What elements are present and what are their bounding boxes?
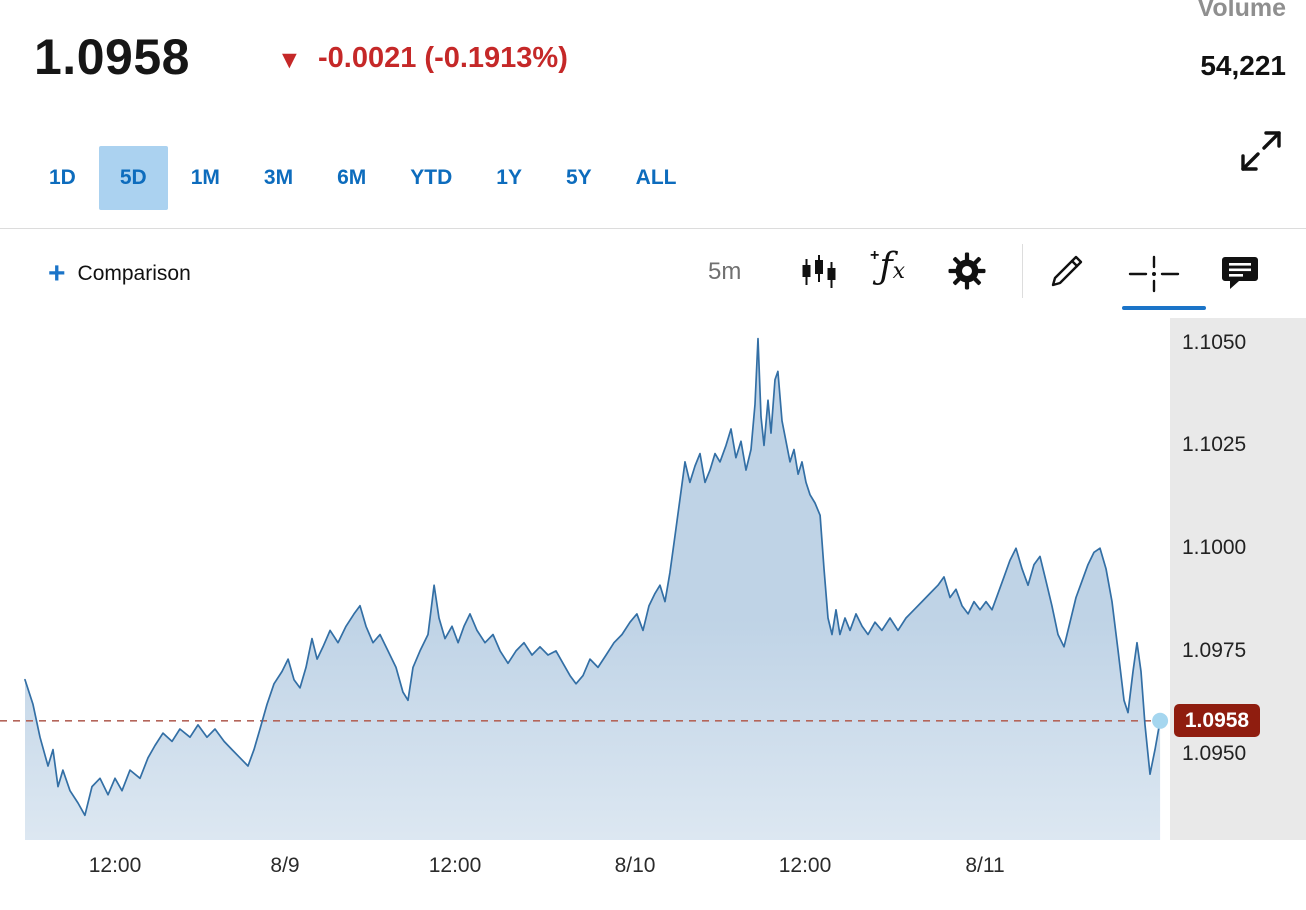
draw-pencil-icon[interactable] [1046, 250, 1088, 292]
y-axis-label: 1.1025 [1182, 433, 1247, 457]
functions-f-glyph: ƒ [879, 246, 893, 287]
x-axis-label: 12:00 [778, 854, 832, 877]
price-value: 1.0958 [34, 29, 190, 85]
plus-icon: + [48, 257, 66, 290]
y-axis: 1.1050 1.1025 1.1000 1.0975 1.0950 [1170, 318, 1306, 840]
chart-plot-area[interactable] [0, 318, 1170, 840]
x-axis-label: 8/10 [614, 854, 656, 877]
x-axis-label: 8/9 [270, 854, 300, 877]
x-axis-label: 8/11 [965, 854, 1005, 877]
area-fill [25, 338, 1161, 840]
settings-gear-icon[interactable] [948, 252, 986, 290]
fullscreen-expand-icon[interactable] [1238, 128, 1284, 179]
tab-5y[interactable]: 5Y [565, 166, 592, 189]
x-axis: 12:00 8/9 12:00 8/10 12:00 8/11 [0, 848, 1170, 893]
tab-6m[interactable]: 6M [337, 166, 367, 189]
volume-value: 54,221 [1200, 50, 1286, 81]
annotation-icon[interactable] [1218, 252, 1262, 292]
comparison-label: Comparison [77, 261, 191, 285]
functions-icon[interactable]: +ƒx [870, 248, 905, 285]
y-axis-label: 1.1000 [1182, 536, 1247, 560]
range-tabs: 1D 5D 1M 3M 6M YTD 1Y 5Y ALL [28, 146, 697, 210]
price-change: -0.0021 (-0.1913%) [318, 42, 568, 74]
candlestick-chart-icon[interactable] [798, 252, 840, 294]
tab-5d[interactable]: 5D [98, 146, 168, 210]
header-divider [0, 228, 1306, 229]
active-tool-underline [1122, 306, 1206, 310]
functions-x-glyph: x [892, 259, 906, 284]
comparison-button[interactable]: + Comparison [48, 257, 191, 290]
y-axis-label: 1.0975 [1182, 638, 1247, 662]
down-triangle-icon: ▼ [277, 46, 302, 74]
last-price-badge: 1.0958 [1174, 704, 1260, 738]
functions-plus-glyph: + [870, 247, 880, 264]
crosshair-icon[interactable] [1128, 254, 1180, 294]
tab-1m[interactable]: 1M [190, 166, 220, 189]
tab-ytd[interactable]: YTD [410, 166, 453, 189]
volume-label: Volume [1197, 0, 1286, 22]
toolbar-divider [1022, 244, 1023, 298]
tab-3m[interactable]: 3M [263, 166, 294, 189]
price-chart: 1.1050 1.1025 1.1000 1.0975 1.0950 1.0958 [0, 318, 1306, 840]
interval-select[interactable]: 5m [708, 258, 742, 285]
tab-all[interactable]: ALL [635, 166, 677, 189]
x-axis-label: 12:00 [428, 854, 482, 877]
tab-1y[interactable]: 1Y [496, 166, 522, 189]
y-axis-label: 1.1050 [1182, 330, 1247, 354]
x-axis-label: 12:00 [88, 854, 142, 877]
last-price-dot [1152, 712, 1169, 729]
price-line [24, 337, 1161, 817]
y-axis-label: 1.0950 [1182, 741, 1247, 765]
tab-1d[interactable]: 1D [49, 166, 76, 189]
